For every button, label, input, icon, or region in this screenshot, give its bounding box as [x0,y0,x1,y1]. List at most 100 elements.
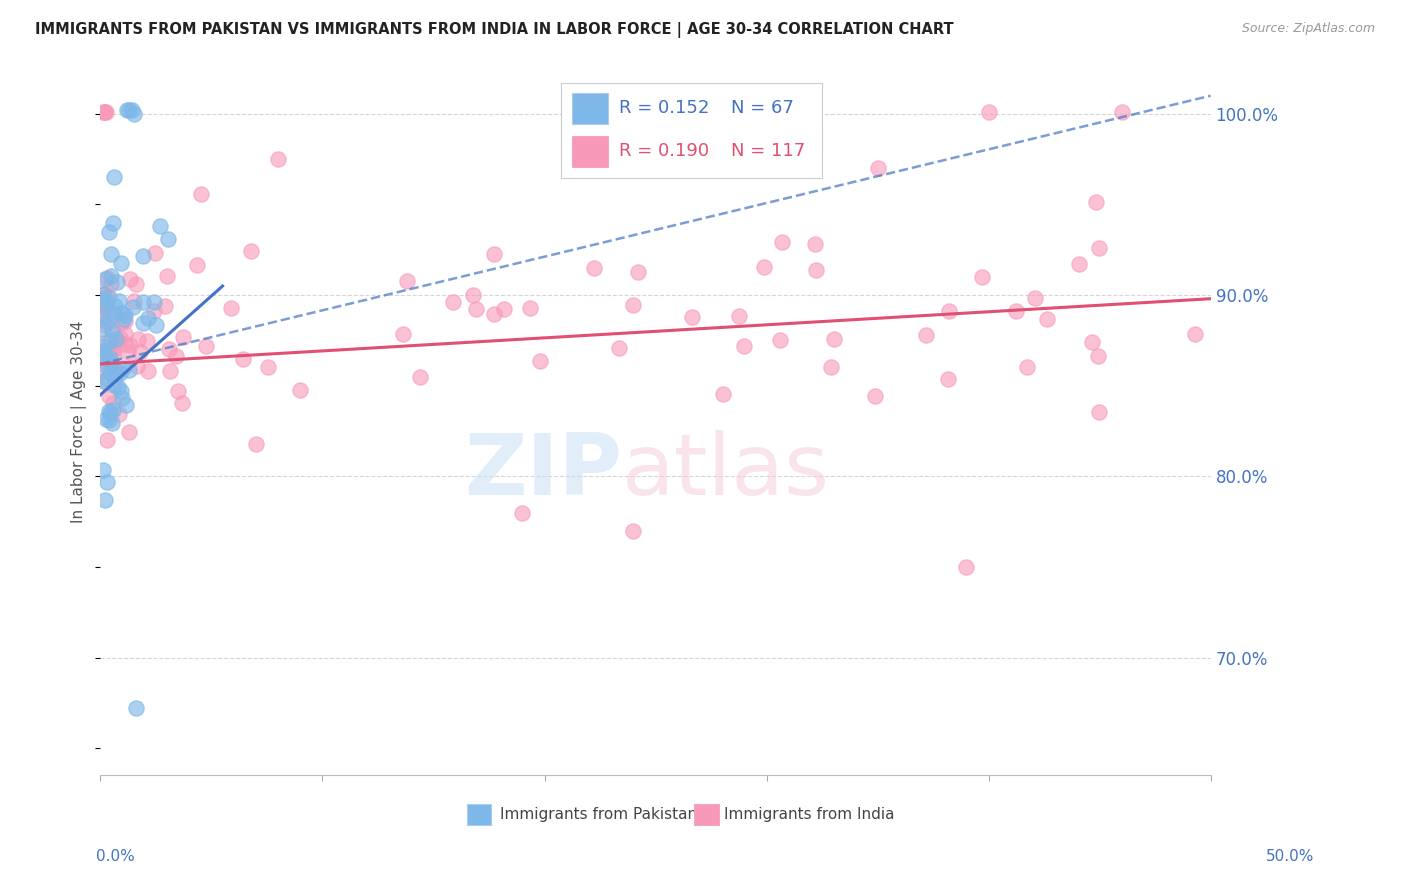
Point [98,334,121,348]
Point [93,309,115,323]
Point [118,363,141,377]
Point [194,339,217,353]
Point [94,411,117,425]
Point [91,286,114,301]
Point [936,371,959,385]
Point [582,260,605,275]
Point [101,402,124,417]
Point [145,318,167,332]
Point [190,186,212,201]
Point [120,338,142,352]
Point [100,356,122,370]
Point [127,332,149,346]
Point [970,269,993,284]
Point [172,330,194,344]
Point [1087,349,1109,363]
Point [804,263,827,277]
Point [711,387,734,401]
Point [219,301,242,315]
Point [510,506,533,520]
Point [529,354,551,368]
Point [105,275,128,289]
Point [97,348,120,362]
Point [823,332,845,346]
Text: atlas: atlas [623,430,830,513]
Point [96,433,118,447]
Point [97,412,120,426]
Point [100,324,122,338]
Point [108,331,131,345]
Point [157,342,180,356]
Point [94,358,117,372]
Point [1088,241,1111,255]
Point [105,334,128,349]
Point [93,335,115,350]
Point [111,361,134,376]
Point [409,369,432,384]
Point [118,425,141,440]
Point [149,219,172,233]
Point [977,105,1000,120]
Point [101,343,124,357]
Point [91,322,114,336]
Point [91,343,114,358]
Point [110,384,132,399]
Point [97,314,120,328]
Point [91,313,114,327]
Point [111,306,134,320]
Point [101,396,124,410]
Point [94,347,117,361]
Point [97,290,120,304]
Point [143,304,166,318]
Point [167,384,190,398]
Point [681,310,703,324]
Point [105,368,128,382]
Point [938,304,960,318]
Point [494,301,516,316]
Point [752,260,775,274]
Text: IMMIGRANTS FROM PAKISTAN VS IMMIGRANTS FROM INDIA IN LABOR FORCE | AGE 30-34 COR: IMMIGRANTS FROM PAKISTAN VS IMMIGRANTS F… [35,22,953,38]
Point [97,351,120,366]
Point [104,332,127,346]
Point [132,295,155,310]
Text: 50.0%: 50.0% [1267,849,1315,864]
Point [769,333,792,347]
Point [955,560,977,574]
Point [115,103,138,118]
Point [100,247,122,261]
Point [165,350,187,364]
Point [97,404,120,418]
Point [727,310,749,324]
Point [136,364,159,378]
Point [120,272,142,286]
Point [93,105,115,120]
Point [114,308,136,322]
Point [101,322,124,336]
Point [91,339,114,353]
Point [101,216,124,230]
Point [1015,359,1038,374]
Point [103,170,125,185]
Point [132,249,155,263]
Point [110,316,132,330]
Point [96,372,118,386]
Point [288,383,311,397]
Point [115,398,138,412]
Point [866,161,889,176]
Point [93,492,115,507]
Point [461,288,484,302]
Point [125,359,148,373]
Point [172,396,194,410]
Point [91,105,114,120]
Point [114,326,136,341]
Point [519,301,541,315]
Point [464,301,486,316]
Point [128,345,150,359]
Point [94,105,117,120]
Point [98,366,121,380]
Point [100,268,122,283]
Point [93,300,115,314]
Point [804,236,827,251]
Point [96,375,118,389]
Point [131,316,153,330]
